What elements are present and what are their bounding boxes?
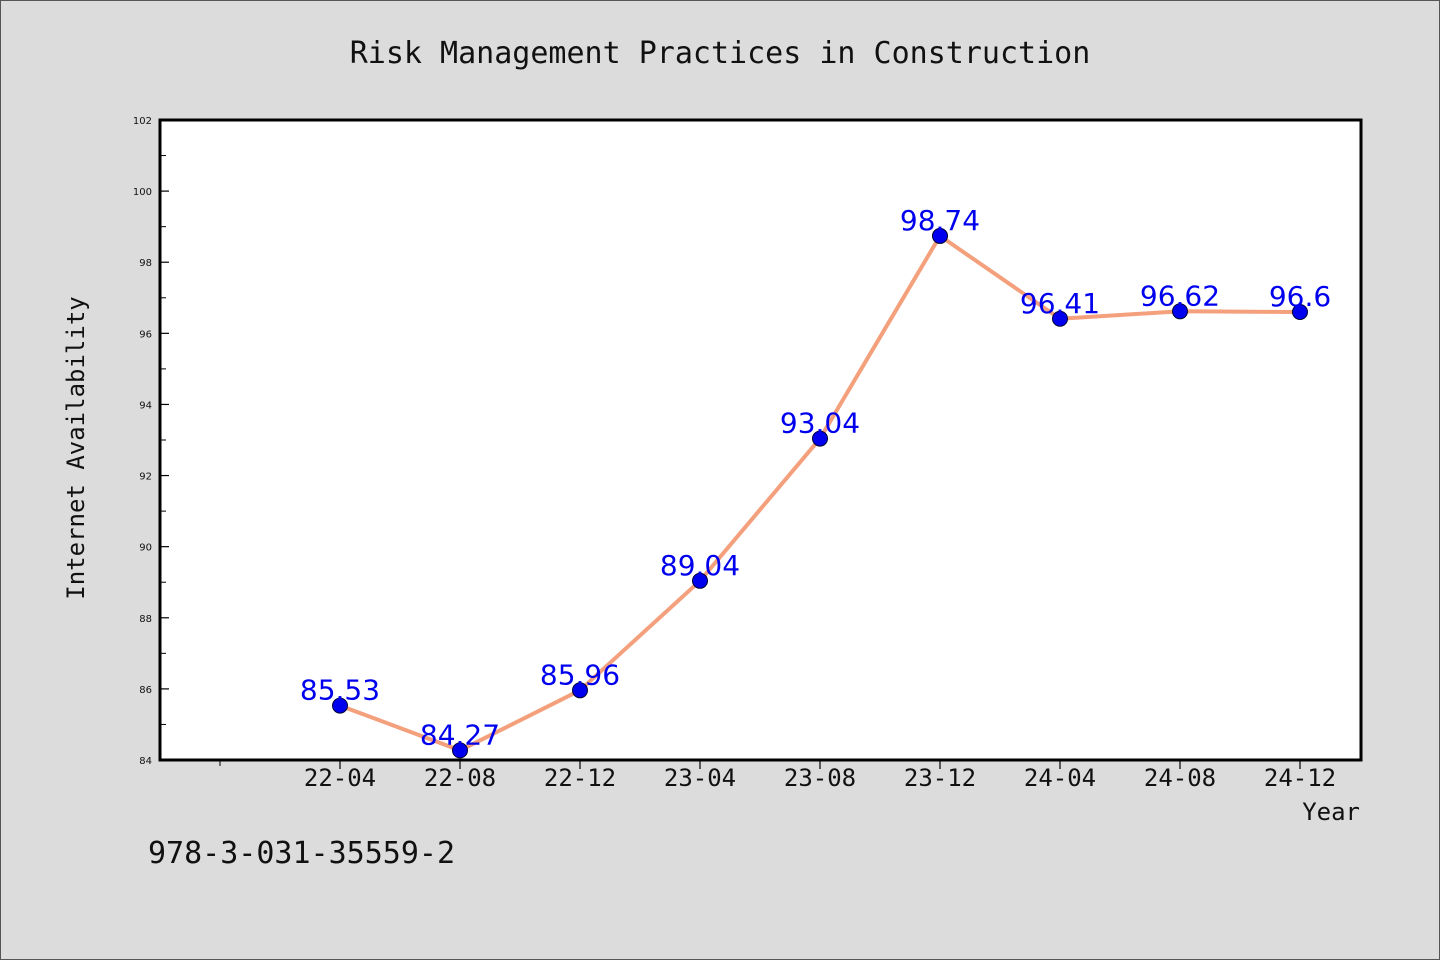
data-label: 96.62 <box>1140 279 1220 312</box>
y-tick-label: 88 <box>139 614 152 625</box>
data-label: 89.04 <box>660 549 740 582</box>
x-tick-label: 23-08 <box>784 764 856 792</box>
y-tick-label: 94 <box>139 400 152 411</box>
x-tick-label: 24-04 <box>1024 764 1096 792</box>
x-axis-label: Year <box>1302 798 1360 826</box>
y-tick-label: 98 <box>139 258 152 269</box>
y-tick-label: 100 <box>133 187 152 198</box>
y-tick-label: 86 <box>139 685 152 696</box>
data-point <box>1052 310 1068 327</box>
data-point <box>572 682 588 699</box>
x-tick-label: 23-04 <box>664 764 736 792</box>
isbn-identifier: 978-3-031-35559-2 <box>148 836 455 871</box>
data-point <box>452 742 468 759</box>
x-axis: 22-04 22-08 22-12 23-04 23-08 23-12 24-04 24-08… <box>219 760 1336 792</box>
x-tick-label: 23-12 <box>904 764 976 792</box>
x-tick-label: 24-12 <box>1264 764 1336 792</box>
data-point <box>932 227 948 244</box>
y-axis-label: Internet Availability <box>62 296 90 599</box>
y-tick-label: 96 <box>139 329 152 340</box>
data-label: 84.27 <box>420 718 500 751</box>
y-tick-label: 102 <box>133 116 152 127</box>
x-tick-label: 22-12 <box>544 764 616 792</box>
data-point <box>332 697 348 714</box>
data-labels: 85.53 84.27 85.96 89.04 93.04 98.74 96.41 96.62… <box>300 204 1331 751</box>
data-label: 85.96 <box>540 658 620 691</box>
chart-title: Risk Management Practices in Constructio… <box>350 36 1091 71</box>
plot-frame <box>158 118 1363 762</box>
data-label: 98.74 <box>900 204 980 237</box>
y-tick-label: 84 <box>139 756 152 767</box>
data-point <box>1172 303 1188 320</box>
data-point <box>692 572 708 589</box>
data-label: 96.6 <box>1269 280 1331 313</box>
plot-area <box>160 120 1361 760</box>
data-point <box>812 430 828 447</box>
data-label: 96.41 <box>1020 287 1100 320</box>
y-tick-label: 90 <box>139 543 152 554</box>
data-label: 93.04 <box>780 407 860 440</box>
data-point <box>1292 304 1308 320</box>
x-tick-label: 22-04 <box>304 764 376 792</box>
data-label: 85.53 <box>300 674 380 707</box>
x-tick-label: 22-08 <box>424 764 496 792</box>
x-tick-label: 24-08 <box>1144 764 1216 792</box>
series-line <box>332 227 1308 759</box>
y-tick-label: 92 <box>139 472 152 483</box>
